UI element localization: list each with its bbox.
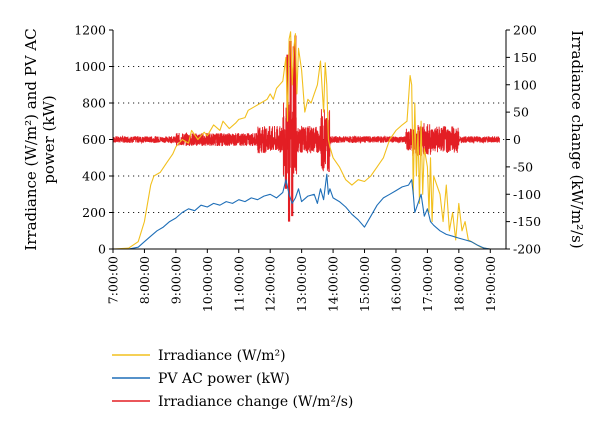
- x-tick-label: 15:00:00: [357, 256, 372, 312]
- left-tick-label: 200: [82, 205, 106, 220]
- legend-label: Irradiance (W/m²): [158, 348, 286, 364]
- right-axis-label: Irradiance change (kW/m²/s): [568, 30, 586, 248]
- left-axis-label-line: Irradiance (W/m²) and PV AC: [22, 28, 40, 250]
- legend-label: PV AC power (kW): [158, 371, 290, 387]
- legend-label: Irradiance change (W/m²/s): [158, 394, 353, 410]
- left-tick-label: 0: [98, 242, 106, 257]
- series-irradiance-line: [112, 31, 497, 250]
- x-tick-label: 12:00:00: [263, 256, 278, 312]
- x-tick-label: 7:00:00: [106, 256, 121, 304]
- left-tick-label: 400: [82, 169, 106, 184]
- left-tick-label: 800: [82, 96, 106, 111]
- left-tick-label: 600: [82, 132, 106, 147]
- legend: Irradiance (W/m²) PV AC power (kW) Irradia…: [112, 348, 353, 410]
- right-tick-label: -200: [513, 242, 541, 257]
- x-tick-label: 14:00:00: [326, 256, 341, 312]
- right-tick-label: -100: [513, 187, 541, 202]
- left-tick-label: 1200: [74, 23, 106, 38]
- x-tick-label: 16:00:00: [388, 256, 403, 312]
- left-tick-label: 1000: [74, 59, 106, 74]
- left-axis-label: Irradiance (W/m²) and PV ACpower (kW): [22, 28, 58, 250]
- right-tick-label: 50: [513, 105, 529, 120]
- x-tick-label: 18:00:00: [451, 256, 466, 312]
- x-tick-label: 11:00:00: [231, 256, 246, 312]
- right-tick-label: -150: [513, 214, 541, 229]
- series-irradiance-change-line: [112, 102, 501, 177]
- x-tick-label: 8:00:00: [137, 256, 152, 304]
- right-tick-label: 0: [513, 132, 521, 147]
- x-tick-label: 10:00:00: [200, 256, 215, 312]
- x-tick-label: 13:00:00: [294, 256, 309, 312]
- right-tick-label: 200: [513, 23, 537, 38]
- x-tick-label: 19:00:00: [483, 256, 498, 312]
- right-tick-label: 150: [513, 50, 537, 65]
- left-axis-label-line: power (kW): [40, 95, 58, 184]
- right-tick-label: 100: [513, 77, 537, 92]
- series-pv-ac-power-line: [113, 173, 491, 250]
- x-tick-label: 17:00:00: [420, 256, 435, 312]
- axes: 0 200 400 600 800 1000 1200 -200 -150 -100 -50 0 50 1…: [74, 23, 541, 313]
- x-tick-label: 9:00:00: [168, 256, 183, 304]
- right-tick-label: -50: [513, 159, 533, 174]
